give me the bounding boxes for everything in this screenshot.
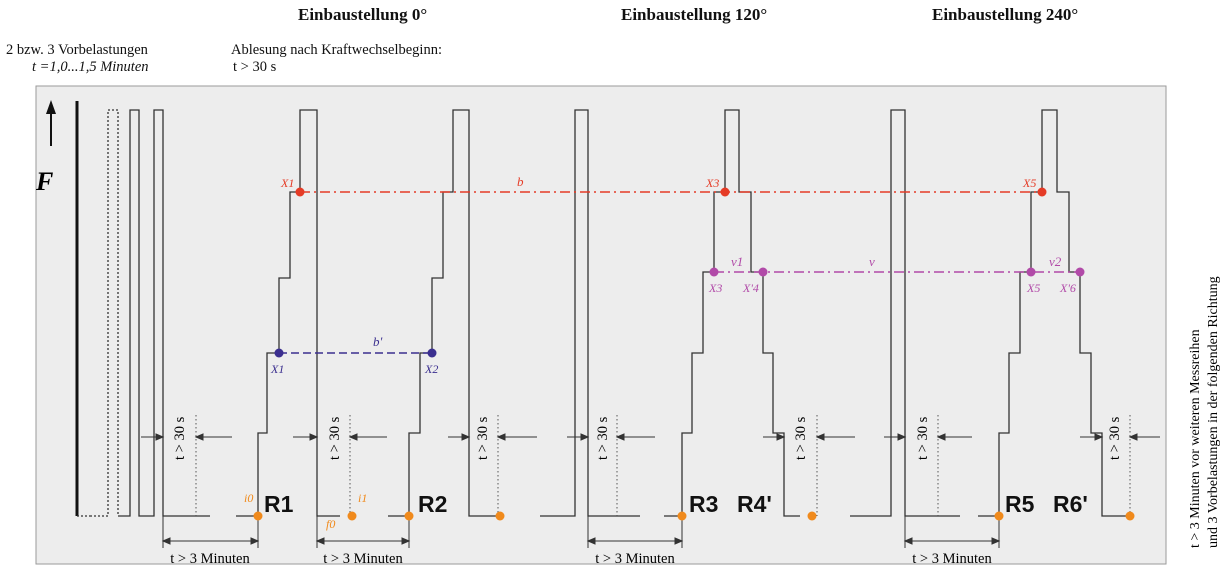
point-x1-top — [295, 187, 305, 197]
diagram-panel — [35, 85, 1167, 565]
point-r5-start — [994, 511, 1004, 521]
label-v1: v1 — [731, 254, 743, 269]
side-note-line-2: und 3 Vorbelastungen in der folgenden Ri… — [1206, 276, 1221, 548]
short-wait-arrows — [141, 433, 1160, 441]
preload-line-1: 2 bzw. 3 Vorbelastungen — [6, 42, 148, 58]
long-wait-label: t > 3 Minuten — [595, 551, 675, 567]
force-label: F — [35, 167, 53, 196]
series-label: R3 — [689, 491, 718, 517]
short-wait-labels: t > 30 s t > 30 s t > 30 s t > 30 s t > … — [172, 416, 1123, 460]
side-note-line-1: t > 3 Minuten vor weiteren Messreihen — [1188, 329, 1203, 548]
short-wait-label: t > 30 s — [793, 416, 809, 460]
label-b: b — [517, 174, 524, 189]
long-wait-label: t > 3 Minuten — [170, 551, 250, 567]
series-label: R1 — [264, 491, 294, 517]
label-x5: X5 — [1026, 281, 1040, 295]
series-label: R4' — [737, 491, 772, 517]
short-wait-label: t > 30 s — [172, 416, 188, 460]
label-b-prime: b' — [373, 334, 383, 349]
point-x4-prime — [758, 267, 768, 277]
series-label: R2 — [418, 491, 447, 517]
line-labels: b b' v v1 v2 — [373, 174, 1062, 349]
reading-guides — [195, 415, 1131, 516]
long-wait-label: t > 3 Minuten — [912, 551, 992, 567]
force-axis-arrow-icon — [46, 100, 56, 146]
header-position-240: Einbaustellung 240° — [932, 5, 1079, 24]
series-label: R6' — [1053, 491, 1088, 517]
point-r2-end — [495, 511, 505, 521]
label-x1: X1 — [270, 362, 284, 376]
reading-line-1: Ablesung nach Kraftwechselbeginn: — [231, 42, 442, 58]
label-i0: i0 — [244, 491, 253, 505]
series-labels: R1 R2 R3 R4' R5 R6' — [264, 491, 1088, 517]
point-r3-start — [677, 511, 687, 521]
label-x4-prime: X'4 — [742, 281, 759, 295]
long-wait-labels: t > 3 Minuten t > 3 Minuten t > 3 Minute… — [170, 551, 992, 567]
point-r6-end — [1125, 511, 1135, 521]
label-i1: i1 — [358, 491, 367, 505]
series-label: R5 — [1005, 491, 1035, 517]
point-x3-top — [720, 187, 730, 197]
long-wait-label: t > 3 Minuten — [323, 551, 403, 567]
label-x2: X2 — [424, 362, 438, 376]
point-x5 — [1026, 267, 1036, 277]
point-i1 — [347, 511, 357, 521]
point-x5-top — [1037, 187, 1047, 197]
reading-line-2: t > 30 s — [233, 59, 277, 75]
load-curves — [236, 109, 1130, 517]
short-wait-label: t > 30 s — [327, 416, 343, 460]
point-x1 — [274, 348, 284, 358]
label-v2: v2 — [1049, 254, 1062, 269]
label-x3-top: X3 — [705, 176, 719, 190]
point-x6-prime — [1075, 267, 1085, 277]
short-wait-label: t > 30 s — [595, 416, 611, 460]
point-r4-end — [807, 511, 817, 521]
preload-line-2: t =1,0...1,5 Minuten — [32, 59, 149, 75]
measurement-points — [253, 187, 1135, 521]
short-wait-label: t > 30 s — [1107, 416, 1123, 460]
label-x3: X3 — [708, 281, 722, 295]
point-r2-start — [404, 511, 414, 521]
point-x3 — [709, 267, 719, 277]
long-wait-spans — [161, 516, 1001, 548]
short-wait-label: t > 30 s — [475, 416, 491, 460]
label-x5-top: X5 — [1022, 176, 1036, 190]
label-x6-prime: X'6 — [1059, 281, 1076, 295]
point-x2 — [427, 348, 437, 358]
header-position-0: Einbaustellung 0° — [298, 5, 428, 24]
point-labels: X1 X3 X5 X1 X2 X3 X'4 X5 X'6 i0 i1 f0 — [244, 176, 1076, 531]
header-position-120: Einbaustellung 120° — [621, 5, 768, 24]
label-x1-top: X1 — [280, 176, 294, 190]
label-v: v — [869, 254, 875, 269]
point-i0 — [253, 511, 263, 521]
side-note: t > 3 Minuten vor weiteren Messreihen un… — [1188, 276, 1221, 548]
label-f0: f0 — [326, 517, 335, 531]
short-wait-label: t > 30 s — [915, 416, 931, 460]
preload-pulses — [77, 109, 210, 517]
